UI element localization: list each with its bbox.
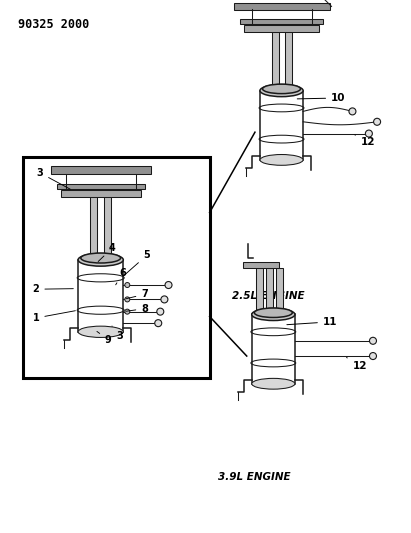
Ellipse shape — [78, 326, 123, 337]
Text: 10: 10 — [297, 93, 346, 103]
Bar — [90, 196, 97, 255]
Bar — [272, 31, 279, 86]
Text: 1: 1 — [32, 311, 75, 323]
Bar — [284, 31, 291, 86]
Text: 3: 3 — [112, 326, 123, 341]
Circle shape — [161, 296, 168, 303]
Bar — [61, 190, 141, 197]
Text: 3.9L ENGINE: 3.9L ENGINE — [218, 472, 291, 482]
Ellipse shape — [252, 309, 295, 320]
Text: 12: 12 — [355, 135, 375, 147]
Text: 6: 6 — [116, 268, 127, 285]
Bar — [233, 3, 330, 11]
Text: 2.5L ENGINE: 2.5L ENGINE — [232, 291, 305, 301]
Bar — [240, 19, 323, 25]
Circle shape — [365, 130, 372, 137]
Text: 3: 3 — [37, 168, 70, 189]
Ellipse shape — [78, 254, 123, 266]
Bar — [252, 314, 295, 384]
Bar — [51, 166, 151, 174]
Circle shape — [125, 309, 130, 314]
Ellipse shape — [263, 84, 300, 94]
Circle shape — [369, 352, 376, 360]
Text: 9: 9 — [97, 332, 111, 345]
Bar — [244, 26, 319, 33]
Bar — [243, 262, 279, 268]
Text: 90325 2000: 90325 2000 — [18, 18, 89, 31]
Circle shape — [374, 118, 381, 125]
Ellipse shape — [252, 378, 295, 389]
Text: 7: 7 — [126, 289, 148, 299]
Bar — [78, 260, 123, 332]
Circle shape — [165, 281, 172, 288]
Bar — [256, 268, 263, 310]
Ellipse shape — [81, 253, 120, 263]
Circle shape — [125, 282, 130, 287]
Bar — [57, 183, 145, 189]
Circle shape — [155, 320, 162, 327]
Circle shape — [125, 297, 130, 302]
Text: 2: 2 — [32, 284, 73, 294]
Bar — [266, 268, 273, 310]
Ellipse shape — [260, 85, 303, 96]
Text: 8: 8 — [126, 304, 148, 313]
Circle shape — [369, 337, 376, 344]
Ellipse shape — [260, 155, 303, 165]
Ellipse shape — [254, 308, 292, 318]
Text: 11: 11 — [287, 317, 337, 327]
Circle shape — [157, 308, 164, 315]
Text: 12: 12 — [346, 358, 367, 370]
Text: 5: 5 — [123, 251, 150, 276]
Bar — [276, 268, 283, 310]
Bar — [23, 157, 210, 378]
Bar — [104, 196, 111, 255]
Bar — [260, 91, 303, 160]
Circle shape — [349, 108, 356, 115]
Text: 4: 4 — [98, 243, 115, 262]
